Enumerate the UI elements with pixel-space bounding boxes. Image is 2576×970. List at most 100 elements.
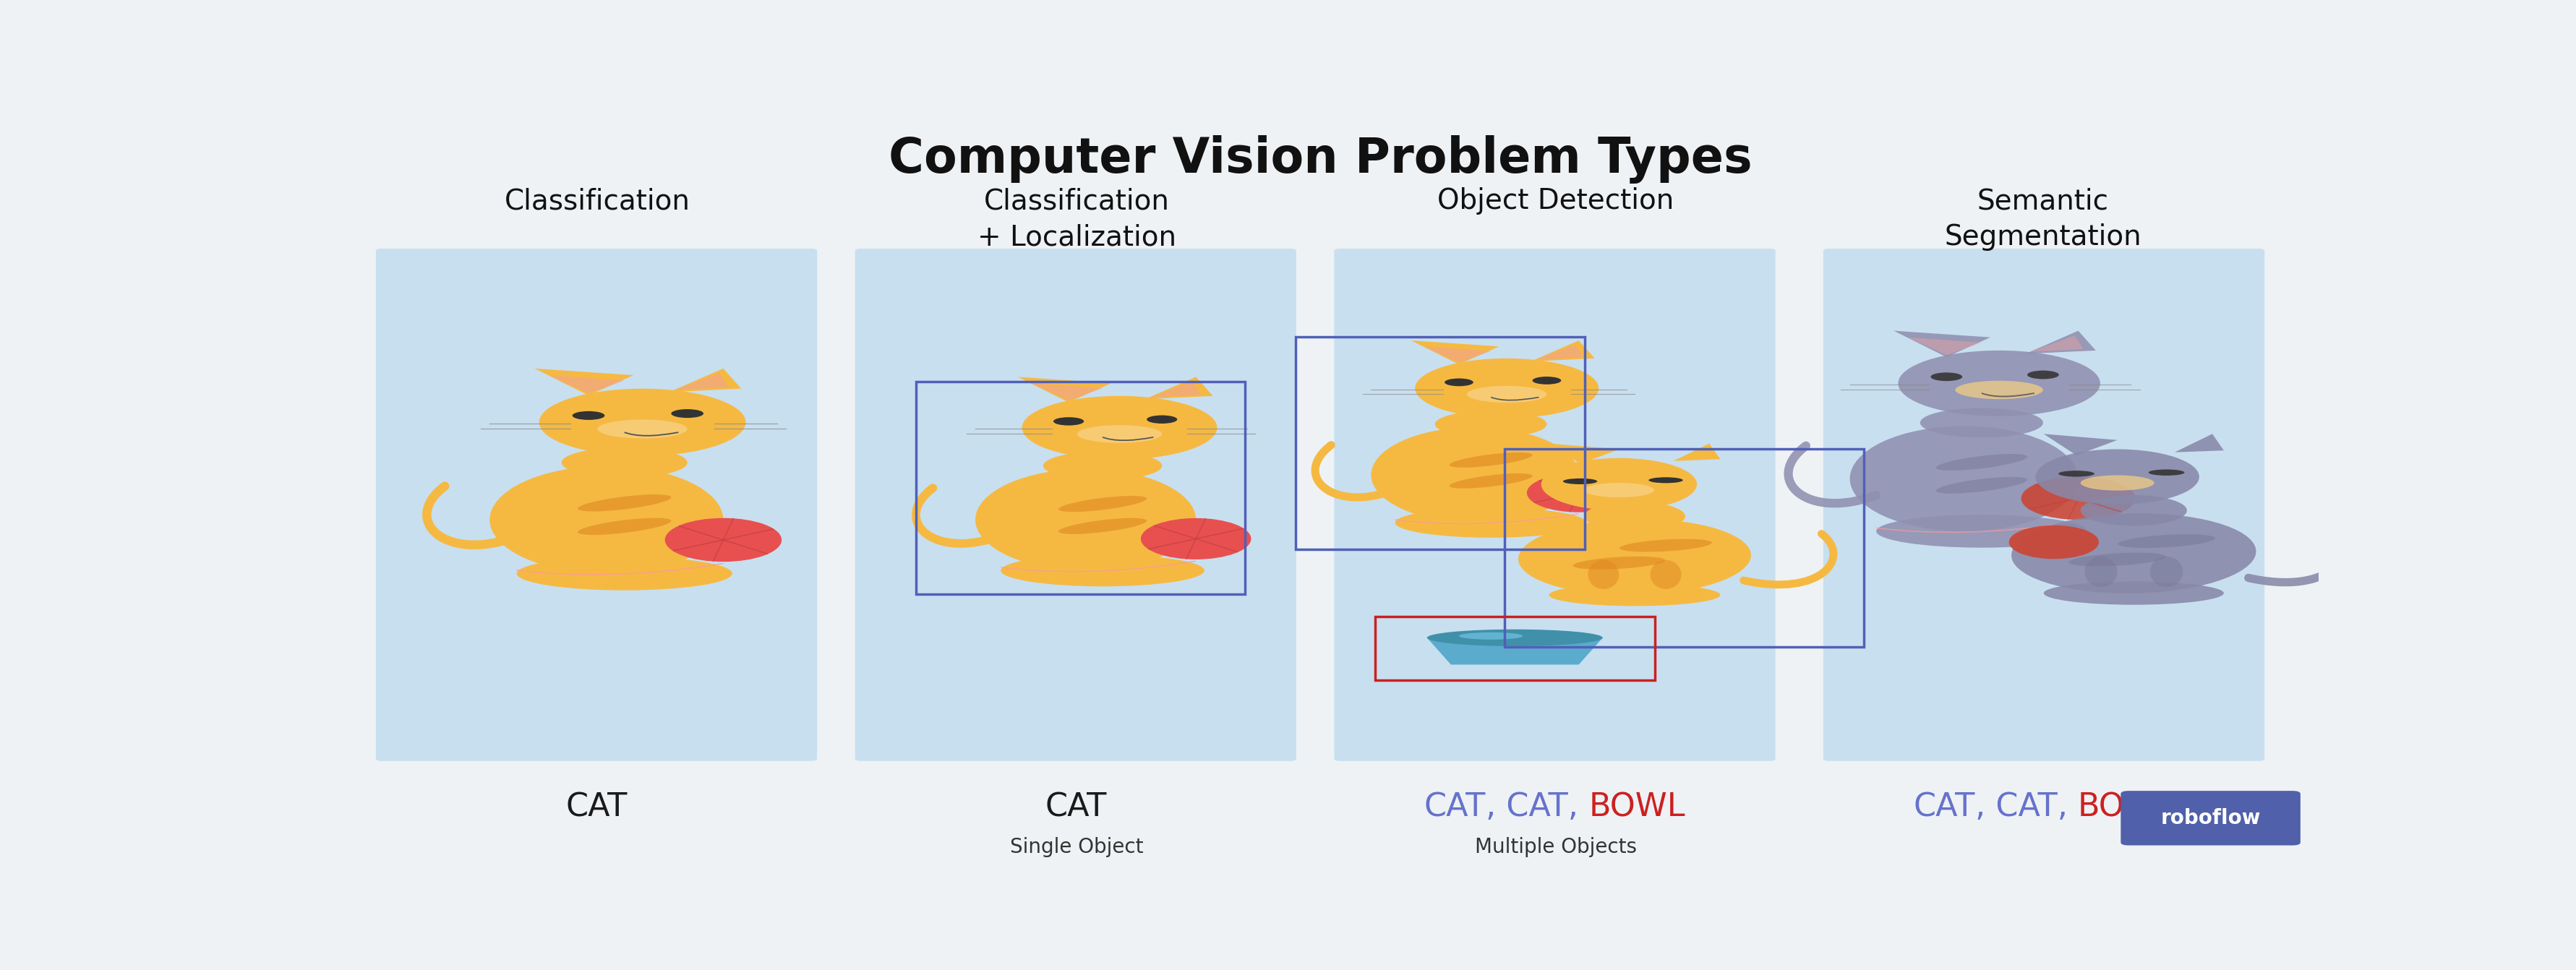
Ellipse shape (1548, 584, 1721, 606)
Point (1139, 520, 1170, 532)
Ellipse shape (1458, 632, 1522, 639)
Point (1602, 500, 1633, 511)
Bar (917, 381, 1244, 595)
Point (757, 524, 788, 535)
Ellipse shape (1141, 518, 1252, 560)
Ellipse shape (665, 518, 781, 562)
Ellipse shape (2081, 495, 2187, 526)
Point (2115, 379, 2146, 391)
Ellipse shape (2069, 553, 2166, 566)
Ellipse shape (538, 389, 744, 456)
Ellipse shape (1023, 396, 1216, 460)
Text: roboflow: roboflow (2161, 808, 2262, 828)
Bar (1296, 337, 1584, 550)
Polygon shape (1674, 443, 1721, 461)
Ellipse shape (1396, 507, 1587, 537)
Point (1620, 388, 1651, 400)
Polygon shape (1535, 344, 1584, 360)
Ellipse shape (1584, 501, 1685, 531)
Point (1172, 428, 1203, 439)
Ellipse shape (1528, 473, 1631, 512)
Ellipse shape (1651, 560, 1682, 589)
Bar (1504, 449, 1865, 647)
Ellipse shape (2058, 470, 2094, 477)
FancyBboxPatch shape (1824, 248, 2264, 761)
Point (2074, 471, 2105, 483)
Ellipse shape (1937, 477, 2027, 494)
Ellipse shape (1059, 496, 1146, 512)
Point (1172, 423, 1203, 435)
Point (554, 418, 585, 430)
Ellipse shape (1850, 426, 2079, 532)
Ellipse shape (489, 466, 724, 573)
Ellipse shape (2117, 534, 2215, 548)
Point (466, 423, 497, 435)
Point (665, 520, 696, 532)
Polygon shape (2174, 434, 2223, 452)
Point (474, 418, 505, 430)
Line: 2 pts: 2 pts (1188, 519, 1206, 559)
Polygon shape (1412, 340, 1499, 365)
FancyBboxPatch shape (376, 248, 817, 761)
Ellipse shape (1937, 454, 2027, 470)
Point (2014, 503, 2045, 515)
Ellipse shape (1899, 350, 2099, 416)
Point (1556, 384, 1587, 396)
Polygon shape (675, 373, 729, 390)
Ellipse shape (1077, 425, 1162, 443)
Point (1036, 428, 1066, 439)
Text: , CAT,: , CAT, (1486, 792, 1589, 823)
Ellipse shape (598, 420, 688, 438)
Ellipse shape (1445, 378, 1473, 386)
FancyBboxPatch shape (1334, 248, 1775, 761)
Ellipse shape (1875, 515, 2087, 548)
Ellipse shape (2081, 475, 2154, 491)
Polygon shape (549, 375, 623, 394)
Ellipse shape (1929, 372, 1963, 381)
Line: 2 pts: 2 pts (1540, 480, 1618, 505)
Point (1229, 523, 1260, 534)
Ellipse shape (1564, 478, 1597, 484)
Polygon shape (2025, 331, 2097, 354)
Point (752, 548, 783, 560)
Ellipse shape (2009, 526, 2099, 559)
Ellipse shape (1466, 386, 1546, 403)
Ellipse shape (2035, 449, 2200, 504)
Ellipse shape (1584, 483, 1654, 498)
Point (1607, 477, 1638, 489)
Ellipse shape (577, 495, 672, 511)
Point (1553, 505, 1584, 517)
Point (1556, 388, 1587, 400)
Ellipse shape (1919, 408, 2043, 437)
Point (1427, 384, 1458, 396)
Line: 2 pts: 2 pts (672, 530, 773, 551)
Point (1834, 379, 1865, 391)
Point (2105, 506, 2136, 518)
Point (1347, 388, 1378, 400)
Polygon shape (1030, 383, 1103, 401)
Text: Object Detection: Object Detection (1437, 187, 1674, 214)
Point (2020, 479, 2050, 491)
Polygon shape (670, 369, 742, 392)
Line: 2 pts: 2 pts (2069, 477, 2089, 519)
Point (1571, 469, 1602, 480)
Text: Classification: Classification (505, 187, 690, 214)
Ellipse shape (2022, 477, 2136, 520)
Text: CAT: CAT (1914, 792, 1976, 823)
Text: Computer Vision Problem Types: Computer Vision Problem Types (889, 135, 1752, 183)
Text: CAT: CAT (1425, 792, 1486, 823)
Point (1520, 497, 1551, 508)
Text: Semantic
Segmentation: Semantic Segmentation (1945, 187, 2141, 251)
Ellipse shape (1533, 376, 1561, 384)
Point (2053, 513, 2084, 525)
Ellipse shape (2027, 371, 2058, 379)
Point (1826, 384, 1857, 396)
Line: 2 pts: 2 pts (1149, 529, 1244, 549)
Point (554, 423, 585, 435)
Text: CAT: CAT (1046, 792, 1108, 823)
Ellipse shape (672, 409, 703, 418)
Text: , CAT,: , CAT, (1976, 792, 2079, 823)
Polygon shape (1548, 443, 1620, 464)
Polygon shape (1530, 340, 1595, 362)
Ellipse shape (1955, 380, 2043, 399)
